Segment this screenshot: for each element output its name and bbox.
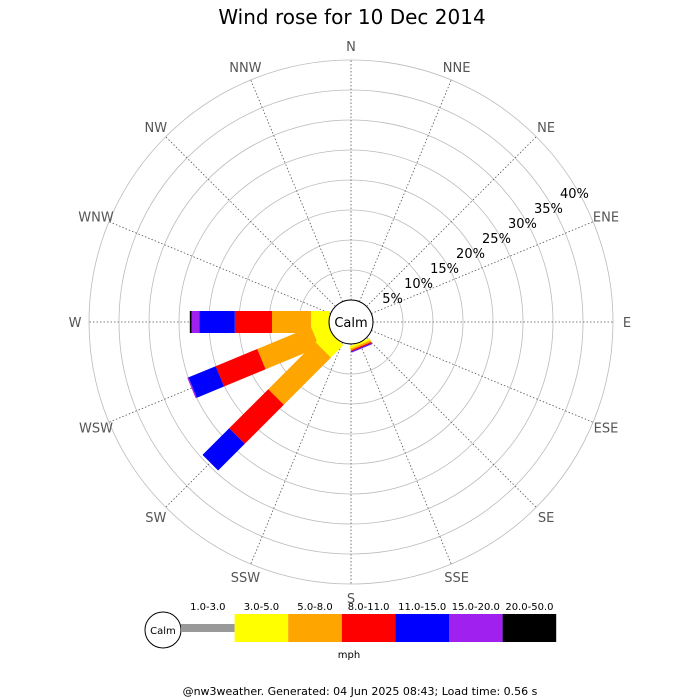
spoke-se — [366, 337, 537, 508]
direction-label-ne: NE — [537, 121, 555, 136]
legend-label-3: 5.0-8.0 — [297, 602, 332, 613]
ring-labels: 5%10%15%20%25%30%35%40% — [382, 187, 589, 307]
speed-legend: Calm mph 1.0-3.0 3.0-5.0 5.0-8.0 8.0-11.0 11… — [144, 602, 557, 661]
ring-label-8: 40% — [560, 187, 589, 202]
bar-segment-wsw-5 — [187, 377, 197, 399]
bar-segment-wsw-4 — [188, 366, 224, 398]
direction-label-sse: SSE — [444, 571, 469, 586]
bar-segment-wsw-3 — [215, 349, 266, 387]
legend-swatch-6 — [449, 614, 503, 642]
bar-segment-sw-3 — [229, 389, 284, 444]
bar-segment-sse-3 — [350, 342, 372, 352]
bar-segment-w-4 — [199, 311, 235, 333]
ring-label-4: 20% — [456, 247, 485, 262]
spoke-ene — [371, 221, 594, 314]
legend-swatch-4 — [341, 614, 396, 642]
range-ring-5 — [178, 149, 524, 495]
ring-label-6: 30% — [508, 217, 537, 232]
bar-segment-sse-4 — [351, 343, 372, 353]
spoke-nw — [165, 136, 336, 307]
calm-label: Calm — [334, 316, 367, 331]
legend-label-6: 15.0-20.0 — [452, 602, 500, 613]
legend-label-1: 1.0-3.0 — [190, 602, 225, 613]
ring-label-7: 35% — [534, 202, 563, 217]
legend-unit-label: mph — [338, 650, 360, 661]
legend-swatch-7 — [502, 614, 557, 642]
direction-label-n: N — [346, 40, 356, 55]
direction-label-nnw: NNW — [229, 61, 261, 76]
bar-segment-sse-2 — [350, 340, 372, 351]
spoke-ssw — [250, 342, 343, 565]
bar-segment-wsw-2 — [257, 326, 320, 370]
calm-circle-shape — [328, 299, 374, 345]
bar-segment-sw-1 — [315, 329, 344, 358]
spoke-wnw — [108, 221, 331, 314]
legend-label-7: 20.0-50.0 — [505, 602, 553, 613]
direction-label-e: E — [623, 316, 631, 331]
direction-label-ene: ENE — [593, 210, 619, 225]
ring-label-3: 15% — [430, 262, 459, 277]
spoke-nnw — [250, 79, 343, 302]
ring-label-2: 10% — [404, 277, 433, 292]
direction-label-nne: NNE — [443, 61, 471, 76]
bar-segment-w-3 — [234, 311, 272, 333]
ring-label-1: 5% — [382, 292, 403, 307]
direction-label-wsw: WSW — [79, 422, 113, 437]
bar-segment-w-2 — [272, 311, 311, 333]
bar-sse — [349, 338, 373, 353]
legend-swatch-2 — [234, 614, 289, 642]
bar-sw — [202, 329, 344, 471]
bar-wsw — [187, 320, 335, 399]
spoke-sse — [359, 342, 452, 565]
direction-label-ese: ESE — [594, 422, 619, 437]
direction-label-s: S — [347, 592, 355, 607]
legend-swatch-1 — [181, 624, 235, 632]
spoke-ese — [371, 330, 594, 423]
spoke-ne — [366, 136, 537, 307]
bar-segment-w-5 — [191, 311, 200, 333]
direction-label-nw: NW — [145, 121, 168, 136]
calm-circle: Calm — [328, 299, 374, 345]
ring-label-5: 25% — [482, 232, 511, 247]
chart-title: Wind rose for 10 Dec 2014 — [218, 5, 485, 29]
spoke-nne — [359, 79, 452, 302]
legend-label-4: 8.0-11.0 — [348, 602, 390, 613]
legend-label-2: 3.0-5.0 — [244, 602, 279, 613]
legend-swatch-5 — [395, 614, 449, 642]
bar-segment-sse-1 — [349, 338, 371, 349]
legend-swatch-3 — [288, 614, 342, 642]
range-ring-8 — [88, 59, 614, 585]
direction-label-sw: SW — [145, 511, 166, 526]
bar-segment-sw-4 — [202, 428, 245, 471]
direction-label-wnw: WNW — [78, 210, 114, 225]
bar-segment-sw-2 — [268, 342, 331, 405]
footer-text: @nw3weather. Generated: 04 Jun 2025 08:4… — [183, 685, 538, 698]
direction-label-w: W — [69, 316, 82, 331]
direction-labels: N NNE NE ENE E ESE SE SSE S SSW SW WSW W WNW NW NNW — [69, 40, 632, 607]
direction-label-ssw: SSW — [231, 571, 261, 586]
wind-bars — [187, 311, 373, 471]
legend-calm-label: Calm — [150, 626, 176, 637]
direction-label-se: SE — [538, 511, 554, 526]
legend-label-5: 11.0-15.0 — [398, 602, 446, 613]
bar-segment-sse-5 — [351, 343, 373, 353]
bar-segment-w-6 — [189, 311, 192, 333]
